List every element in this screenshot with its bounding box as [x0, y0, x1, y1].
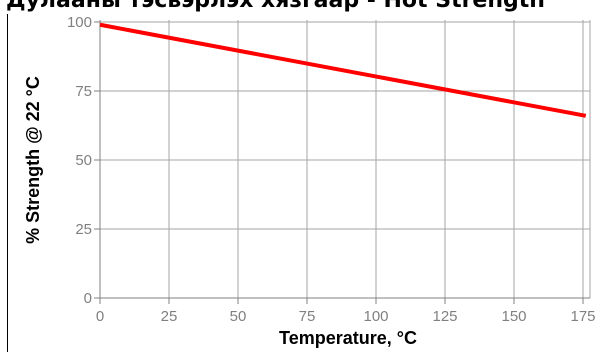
series-line-0	[99, 22, 587, 118]
y-tick-label-0: 0	[84, 290, 92, 307]
y-axis-label: % Strength @ 22 °C	[23, 76, 43, 244]
tick-labels: 0 25 50 75 100 125 150 175 0 25 50 75 100	[67, 14, 596, 325]
chart-title: Дулааны тэсвэрлэх хязгаар - Hot Strength	[6, 0, 545, 13]
x-tick-label-25: 25	[161, 308, 178, 325]
x-tick-label-175: 175	[570, 308, 595, 325]
x-tick-label-75: 75	[299, 308, 316, 325]
x-tick-label-100: 100	[363, 308, 388, 325]
frame-rule	[7, 14, 8, 352]
x-tick-label-50: 50	[230, 308, 247, 325]
y-tick-label-50: 50	[75, 152, 92, 169]
x-tick-label-125: 125	[432, 308, 457, 325]
grid	[100, 20, 591, 299]
axes	[94, 20, 590, 304]
x-tick-label-150: 150	[501, 308, 526, 325]
series	[99, 22, 587, 118]
y-tick-label-100: 100	[67, 14, 92, 31]
x-tick-label-0: 0	[96, 308, 104, 325]
y-tick-label-75: 75	[75, 83, 92, 100]
x-axis-label: Temperature, °C	[279, 328, 417, 348]
y-tick-label-25: 25	[75, 221, 92, 238]
